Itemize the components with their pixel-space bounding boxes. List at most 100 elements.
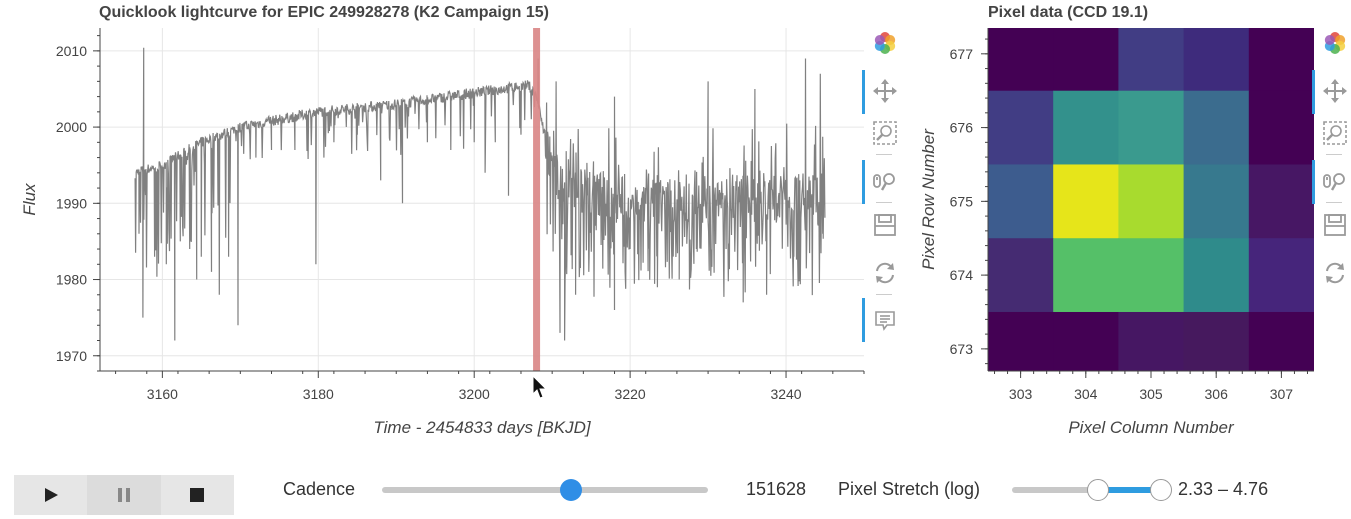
wheel-zoom-icon[interactable] [1322,168,1348,194]
pixel-stretch-value: 2.33 – 4.76 [1178,479,1269,499]
pixel-cell [988,386,1054,440]
x-tick-label: 3220 [615,386,646,402]
x-axis-label: Time - 2454833 days [BKJD] [373,418,591,437]
stop-button[interactable] [161,475,234,515]
pixel-cell [1053,28,1119,92]
x-tick-label: 305 [1139,386,1163,402]
box-zoom-icon[interactable] [1322,120,1348,146]
box-zoom-icon[interactable] [872,120,898,146]
pixel-cell [1183,90,1250,165]
mouse-cursor-icon [532,374,548,399]
pan-icon[interactable] [1322,78,1348,104]
cadence-marker [533,28,541,371]
pixel-cell [1053,238,1119,313]
x-tick-label: 307 [1270,386,1294,402]
pixel-cell [1118,238,1185,313]
lightcurve-line [134,47,826,341]
pixel-cell [1053,90,1119,165]
toolbar-separator [876,202,892,203]
pan-active-indicator [862,70,865,114]
toolbar-separator [1326,202,1342,203]
pixel-cell [1248,311,1314,371]
reset-icon[interactable] [872,260,898,286]
reset-icon[interactable] [1322,260,1348,286]
pixel-cell [1248,28,1314,92]
pixel-cell [1118,311,1185,371]
y-tick-label: 1980 [56,272,87,288]
pixel-cell [1183,311,1250,371]
toolbar-separator [1326,154,1342,155]
y-tick-label: 674 [950,267,974,283]
bokeh-logo-icon[interactable] [872,30,898,56]
y-tick-label: 673 [950,341,974,357]
y-tick-label: 676 [950,120,974,136]
toolbar-separator [876,294,892,295]
playback-controls [14,475,234,515]
pixel-stretch-label: Pixel Stretch (log) [838,479,981,499]
pixel-cell [1248,90,1314,165]
bokeh-logo-icon[interactable] [1322,30,1348,56]
y-tick-label: 1970 [56,348,87,364]
save-icon[interactable] [1322,212,1348,238]
toolbar-separator [876,154,892,155]
lightcurve-title: Quicklook lightcurve for EPIC 249928278 … [99,4,549,21]
y-tick-label: 677 [950,46,974,62]
save-icon[interactable] [872,212,898,238]
pixel-cell [1118,28,1185,92]
wheel-zoom-icon[interactable] [872,168,898,194]
play-button[interactable] [14,475,87,515]
x-tick-label: 3240 [770,386,801,402]
pixel-stretch-slider-range [1098,487,1162,493]
pixel-cell [1053,311,1119,371]
y-tick-label: 2010 [56,43,87,59]
pixel-toolbar [1312,26,1350,356]
x-tick-label: 303 [1009,386,1033,402]
pixel-cell [1249,386,1315,440]
pixel-stretch-high-handle[interactable] [1150,479,1173,501]
x-tick-label: 304 [1074,386,1098,402]
pixel-cell [1183,164,1250,239]
pixel-cell [1183,28,1250,92]
pause-icon [117,488,130,502]
pixel-title: Pixel data (CCD 19.1) [988,4,1149,21]
pixel-cell [1248,164,1314,239]
pixel-cell [1118,90,1185,165]
pixel-cell [1183,238,1250,313]
cadence-label: Cadence [283,479,356,499]
cadence-value: 151628 [746,479,807,499]
pixel-cell [988,311,1054,371]
y-tick-label: 2000 [56,119,87,135]
wheel-zoom-active-indicator [1312,160,1315,204]
pan-icon[interactable] [872,78,898,104]
hover-tooltip-icon[interactable] [872,308,898,334]
pixel-cell [988,28,1054,92]
pixel-cell [988,90,1054,165]
lightcurve-chart[interactable]: 3160 3180 3200 3220 3240 2010 2000 1990 1980 1970… [0,0,900,440]
x-tick-label: 3180 [303,386,334,402]
pixel-stretch-low-handle[interactable] [1087,479,1110,501]
x-tick-label: 306 [1205,386,1229,402]
pan-active-indicator [1312,70,1315,114]
pixel-cell [1248,238,1314,313]
pause-button[interactable] [87,475,161,515]
pixel-cell [988,238,1054,313]
y-axis-label: Pixel Row Number [919,128,938,270]
y-tick-label: 675 [950,193,974,209]
pixel-cell [1053,386,1119,440]
stop-icon [190,488,205,502]
pixel-cell [1118,386,1184,440]
pixel-cell [988,164,1054,239]
pixel-cell [1118,164,1185,239]
lightcurve-toolbar [862,26,900,356]
y-axis-label: Flux [20,183,39,216]
cadence-slider-handle[interactable] [560,479,583,501]
pixel-cell [1184,386,1250,440]
play-icon [44,488,58,502]
x-axis-label: Pixel Column Number [1068,418,1235,437]
hover-active-indicator [862,298,865,342]
wheel-zoom-active-indicator [862,160,865,204]
x-tick-label: 3160 [147,386,178,402]
cadence-slider-track[interactable] [382,487,708,493]
y-tick-label: 1990 [56,195,87,211]
pixel-cell [1053,164,1119,239]
